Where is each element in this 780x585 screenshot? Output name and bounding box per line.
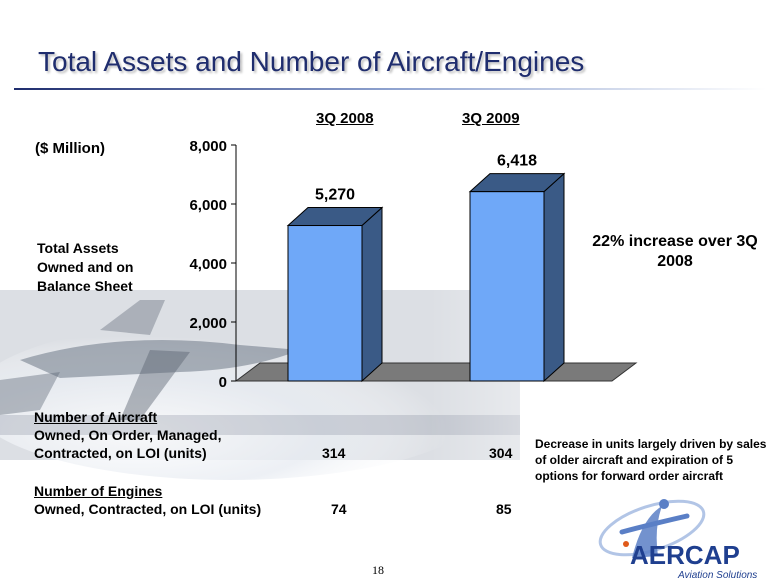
y-tick-label: 8,000 (189, 138, 227, 155)
engines-desc: Owned, Contracted, on LOI (units) (34, 501, 262, 517)
bar-value-label: 6,418 (497, 153, 537, 170)
y-tick-label: 0 (219, 374, 227, 391)
title-underline (14, 88, 766, 90)
assets-bar-chart: 0 2,000 4,000 6,000 8,000 5,270 6,418 (189, 138, 638, 391)
y-tick-label: 6,000 (189, 197, 227, 214)
aircraft-header: Number of Aircraft (34, 409, 158, 425)
unit-label: ($ Million) (35, 140, 105, 157)
aircraft-desc-line2: Contracted, on LOI (units) (34, 445, 207, 461)
y-tick-label: 2,000 (189, 315, 227, 332)
bar-side (543, 172, 565, 383)
category-header-2009: 3Q 2009 (462, 110, 520, 127)
bar (287, 225, 363, 382)
slide-title: Total Assets and Number of Aircraft/Engi… (38, 46, 585, 77)
category-header-2008: 3Q 2008 (316, 110, 374, 127)
bar-side (361, 206, 383, 383)
bar-value-label: 5,270 (315, 187, 355, 204)
logo-tagline: Aviation Solutions (677, 570, 757, 580)
aircraft-value-2008: 314 (322, 445, 346, 461)
aircraft-value-2009: 304 (489, 445, 513, 461)
engines-value-2009: 85 (496, 501, 512, 517)
increase-annotation: 22% increase over 3Q 2008 (592, 233, 758, 270)
engines-value-2008: 74 (331, 501, 347, 517)
y-tick-label: 4,000 (189, 256, 227, 273)
page-number: 18 (372, 563, 384, 577)
engines-header: Number of Engines (34, 483, 163, 499)
total-assets-label: Total Assets Owned and on Balance Sheet (37, 240, 134, 294)
logo-wordmark: AERCAP (630, 540, 740, 570)
aircraft-desc-line1: Owned, On Order, Managed, (34, 427, 222, 443)
bar (469, 191, 545, 382)
aercap-logo: AERCAP Aviation Solutions (598, 499, 757, 580)
decrease-annotation: Decrease in units largely driven by sale… (535, 437, 767, 483)
